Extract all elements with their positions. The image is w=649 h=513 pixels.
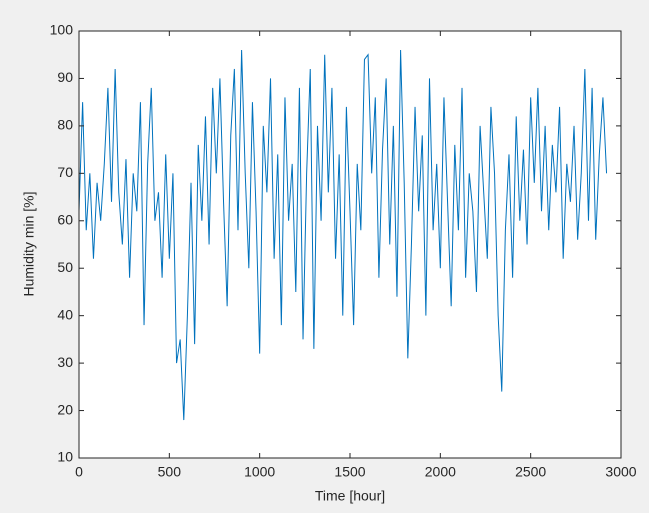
x-tick-label: 1000: [244, 464, 275, 480]
data-line: [78, 49, 608, 421]
y-tick-label: 30: [57, 354, 73, 370]
x-tick-label: 2500: [515, 464, 546, 480]
y-tick-label: 20: [57, 401, 73, 417]
y-tick-label: 70: [57, 164, 73, 180]
x-tick-label: 0: [75, 464, 83, 480]
y-tick-label: 100: [50, 22, 74, 38]
y-tick-label: 40: [57, 306, 73, 322]
y-axis-label: Humidity min [%]: [21, 191, 37, 296]
x-axis-label: Time [hour]: [315, 488, 385, 504]
y-tick-label: 10: [57, 449, 73, 465]
y-tick-label: 60: [57, 211, 73, 227]
y-tick-label: 50: [57, 259, 73, 275]
y-tick-label: 80: [57, 117, 73, 133]
y-tick-label: 90: [57, 69, 73, 85]
x-tick-label: 2000: [425, 464, 456, 480]
x-tick-label: 1500: [334, 464, 365, 480]
x-tick-label: 3000: [605, 464, 636, 480]
x-tick-label: 500: [158, 464, 182, 480]
